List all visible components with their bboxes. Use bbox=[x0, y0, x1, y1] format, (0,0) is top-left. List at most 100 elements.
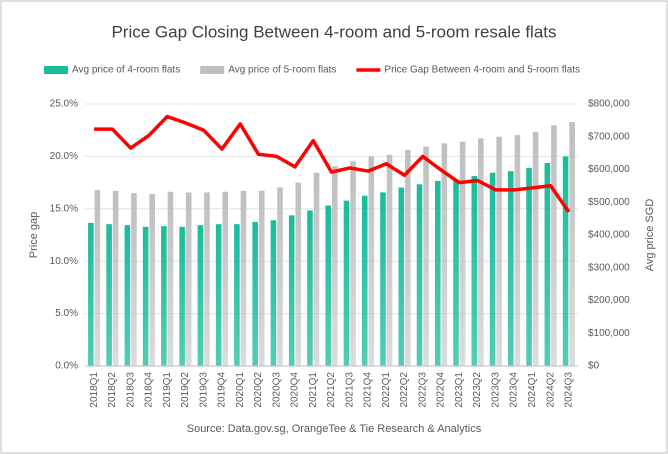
x-tick-label: 2021Q1 bbox=[308, 372, 319, 408]
x-tick-label: 2018Q1 bbox=[89, 372, 100, 408]
bar bbox=[240, 190, 247, 366]
x-tick-label: 2023Q3 bbox=[490, 372, 501, 408]
bar bbox=[350, 161, 356, 366]
legend-swatch bbox=[200, 66, 225, 74]
bar bbox=[167, 191, 174, 366]
chart-title: Price Gap Closing Between 4-room and 5-r… bbox=[111, 22, 556, 41]
bar bbox=[526, 167, 532, 366]
x-tick-label: 2019Q3 bbox=[198, 372, 209, 408]
bar bbox=[551, 125, 557, 366]
x-tick-label: 2021Q2 bbox=[326, 372, 337, 408]
bar bbox=[380, 192, 386, 366]
bar bbox=[423, 146, 429, 366]
bar bbox=[471, 176, 478, 366]
x-tick-label: 2020Q3 bbox=[271, 372, 282, 408]
legend-swatch bbox=[44, 66, 68, 74]
x-tick-label: 2019Q2 bbox=[180, 372, 191, 408]
bar bbox=[295, 182, 302, 366]
y-tick-label: 20.0% bbox=[50, 151, 78, 162]
bar bbox=[313, 172, 320, 366]
bar bbox=[277, 187, 283, 366]
x-tick-label: 2022Q2 bbox=[399, 372, 410, 408]
x-tick-label: 2023Q2 bbox=[472, 372, 483, 408]
bar bbox=[441, 143, 448, 366]
bar bbox=[106, 224, 112, 366]
bar bbox=[124, 225, 131, 366]
x-tick-label: 2022Q4 bbox=[436, 372, 447, 408]
x-tick-label: 2019Q1 bbox=[162, 372, 173, 408]
bar bbox=[215, 224, 222, 366]
bar bbox=[185, 192, 192, 366]
bar bbox=[222, 191, 229, 366]
y2-tick-label: $200,000 bbox=[588, 295, 630, 306]
bar bbox=[532, 131, 539, 366]
y-axis-title: Price gap bbox=[28, 212, 40, 258]
bar bbox=[270, 220, 277, 366]
bar bbox=[368, 156, 375, 366]
line bbox=[94, 114, 571, 213]
bar bbox=[343, 200, 350, 366]
bar bbox=[569, 122, 575, 366]
x-tick-label: 2018Q3 bbox=[125, 372, 136, 408]
bar bbox=[405, 149, 411, 366]
x-tick-label: 2023Q4 bbox=[509, 372, 520, 408]
bar bbox=[496, 136, 502, 366]
y2-tick-label: $0 bbox=[588, 361, 600, 372]
x-tick-label: 2020Q2 bbox=[253, 372, 264, 408]
legend-label: Price Gap Between 4-room and 5-room flat… bbox=[384, 65, 580, 76]
bar bbox=[325, 205, 331, 366]
y-tick-label: 5.0% bbox=[55, 308, 78, 319]
x-tick-label: 2024Q1 bbox=[527, 372, 538, 408]
bar bbox=[489, 172, 496, 366]
x-tick-label: 2022Q1 bbox=[381, 372, 392, 408]
bar bbox=[234, 224, 240, 366]
bar bbox=[288, 215, 295, 366]
y2-tick-label: $800,000 bbox=[588, 99, 630, 110]
y-tick-label: 15.0% bbox=[50, 203, 78, 214]
bar bbox=[197, 225, 204, 366]
y2-tick-label: $500,000 bbox=[588, 197, 630, 208]
bar bbox=[508, 171, 514, 366]
bar bbox=[386, 154, 393, 366]
source: Source: Data.gov.sg, OrangeTee & Tie Res… bbox=[187, 423, 482, 435]
legend-label: Avg price of 5-room flats bbox=[228, 65, 336, 76]
y2-tick-label: $700,000 bbox=[588, 131, 630, 142]
y2-axis-title: Avg price SGD bbox=[644, 199, 656, 272]
bar bbox=[131, 193, 137, 366]
bar bbox=[514, 135, 521, 366]
x-tick-label: 2024Q3 bbox=[564, 372, 575, 408]
bar bbox=[434, 180, 441, 366]
x-tick-label: 2021Q3 bbox=[344, 372, 355, 408]
y2-tick-label: $400,000 bbox=[588, 230, 630, 241]
bar bbox=[252, 221, 258, 366]
bar bbox=[544, 162, 551, 366]
x-tick-label: 2018Q2 bbox=[107, 372, 118, 408]
bar bbox=[398, 187, 405, 366]
bar bbox=[149, 194, 155, 366]
bar bbox=[142, 226, 149, 366]
y-tick-label: 0.0% bbox=[55, 361, 78, 372]
x-tick-label: 2020Q1 bbox=[235, 372, 246, 408]
y2-tick-label: $300,000 bbox=[588, 262, 630, 273]
y2-tick-label: $100,000 bbox=[588, 328, 630, 339]
bar bbox=[416, 184, 423, 366]
bar bbox=[258, 190, 265, 366]
x-tick-label: 2018Q4 bbox=[144, 372, 155, 408]
bar bbox=[453, 179, 459, 366]
bar bbox=[361, 195, 368, 366]
x-tick-label: 2022Q3 bbox=[417, 372, 428, 408]
bar bbox=[204, 192, 210, 366]
bar bbox=[161, 226, 167, 366]
bar bbox=[179, 226, 185, 366]
y-tick-label: 25.0% bbox=[50, 99, 78, 110]
bar bbox=[478, 138, 484, 366]
x-tick-label: 2019Q4 bbox=[217, 372, 228, 408]
bar bbox=[459, 141, 466, 366]
x-tick-label: 2023Q1 bbox=[454, 372, 465, 408]
bar bbox=[94, 190, 101, 366]
legend-label: Avg price of 4-room flats bbox=[72, 65, 180, 76]
x-tick-label: 2024Q2 bbox=[545, 372, 556, 408]
y-tick-label: 10.0% bbox=[50, 256, 78, 267]
y2-tick-label: $600,000 bbox=[588, 164, 630, 175]
